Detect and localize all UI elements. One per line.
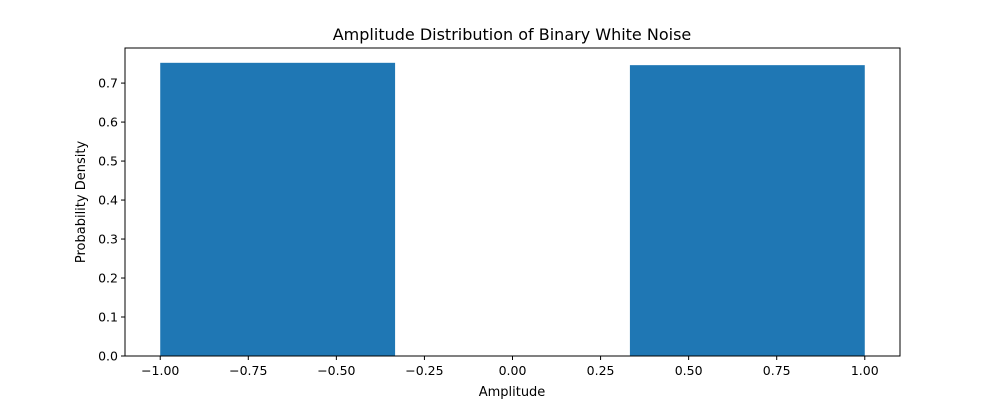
histogram-bar-3 [629, 65, 865, 357]
y-tick-label: 0.5 [98, 154, 118, 169]
y-tick-label: 0.4 [98, 193, 118, 208]
y-tick-label: 0.2 [98, 271, 118, 286]
x-tick-label: 0.25 [587, 363, 615, 378]
y-axis-label: Probability Density [74, 141, 89, 264]
y-tick-label: 0.0 [98, 349, 118, 364]
y-axis: 0.0 0.1 0.2 0.3 0.4 0.5 0.6 0.7 [98, 76, 125, 364]
x-tick-label: −0.75 [229, 363, 267, 378]
y-tick-label: 0.7 [98, 76, 118, 91]
x-axis: −1.00 −0.75 −0.50 −0.25 0.00 0.25 0.50 0.75 1.00 [141, 356, 879, 378]
bars-layer [160, 62, 865, 357]
x-tick-label: 1.00 [851, 363, 879, 378]
x-tick-label: 0.50 [675, 363, 703, 378]
y-tick-label: 0.3 [98, 232, 118, 247]
x-tick-label: 0.75 [763, 363, 791, 378]
histogram-bar-1 [160, 62, 396, 357]
x-axis-label: Amplitude [479, 385, 546, 400]
x-tick-label: −1.00 [141, 363, 179, 378]
x-tick-label: −0.25 [405, 363, 443, 378]
x-tick-label: 0.00 [499, 363, 527, 378]
x-tick-label: −0.50 [317, 363, 355, 378]
y-tick-label: 0.6 [98, 115, 118, 130]
y-tick-label: 0.1 [98, 310, 118, 325]
chart-title: Amplitude Distribution of Binary White N… [333, 25, 692, 44]
